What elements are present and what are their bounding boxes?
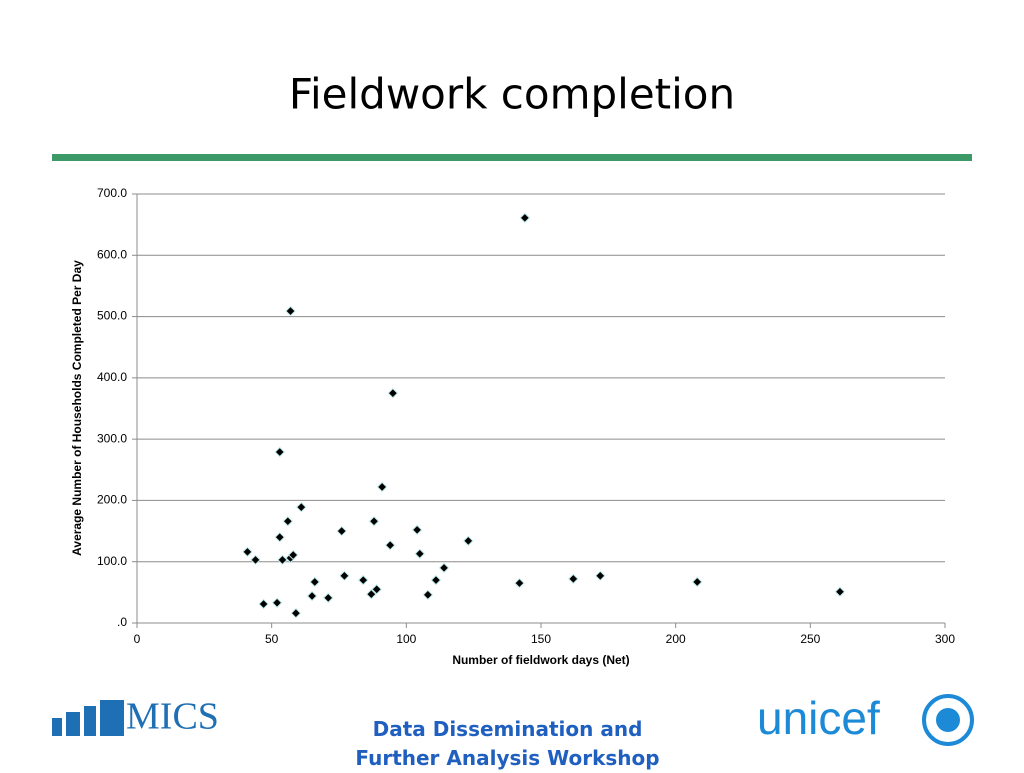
point	[242, 546, 253, 558]
y-tick-label: 500.0	[97, 309, 127, 323]
point	[834, 586, 846, 597]
point	[376, 481, 388, 493]
point	[285, 305, 296, 317]
point	[411, 524, 423, 536]
y-tick-label: .0	[117, 615, 127, 629]
point	[366, 588, 377, 600]
point	[271, 597, 283, 608]
point	[438, 562, 450, 574]
point	[296, 501, 307, 513]
logo-text: MICS	[126, 696, 219, 738]
unicef-logo: unicef	[757, 692, 974, 746]
point	[323, 592, 334, 604]
point	[309, 576, 320, 588]
chart-title: Fieldwork completion	[289, 70, 735, 119]
x-tick-label: 0	[134, 632, 141, 646]
y-tick-label: 200.0	[97, 493, 127, 507]
point	[568, 573, 579, 585]
point	[358, 574, 369, 586]
point	[463, 535, 474, 547]
point	[250, 554, 261, 566]
y-axis-label: Average Number of Households Completed P…	[70, 260, 84, 556]
point	[306, 590, 318, 602]
point	[274, 446, 285, 458]
point	[422, 589, 434, 601]
point	[339, 570, 350, 582]
point	[692, 576, 703, 588]
point	[368, 516, 380, 527]
point	[288, 549, 299, 561]
point	[414, 548, 426, 559]
point	[290, 607, 302, 619]
x-tick-label: 50	[265, 632, 279, 646]
divider	[52, 154, 972, 161]
point	[371, 584, 382, 595]
point	[282, 516, 294, 527]
y-tick-label: 600.0	[97, 247, 127, 261]
point	[258, 598, 269, 610]
point	[514, 577, 525, 589]
point	[336, 525, 347, 537]
point	[595, 570, 606, 582]
x-axis-label: Number of fieldwork days (Net)	[452, 653, 629, 667]
y-tick-label: 300.0	[97, 431, 127, 445]
mics-logo: MICS	[52, 696, 219, 738]
point	[519, 212, 531, 224]
x-tick-label: 200	[666, 632, 686, 646]
y-tick-label: 100.0	[97, 554, 127, 568]
x-tick-label: 300	[935, 632, 955, 646]
point	[277, 554, 288, 566]
footer-text: Data Dissemination and Further Analysis …	[355, 717, 660, 770]
logo-text: unicef	[757, 692, 880, 744]
x-tick-label: 100	[396, 632, 416, 646]
point	[384, 539, 396, 551]
point	[274, 531, 285, 543]
x-tick-label: 150	[531, 632, 551, 646]
y-tick-label: 400.0	[97, 370, 127, 384]
point	[430, 574, 442, 586]
x-tick-label: 250	[800, 632, 820, 646]
point	[387, 387, 399, 399]
y-tick-label: 700.0	[97, 186, 127, 200]
